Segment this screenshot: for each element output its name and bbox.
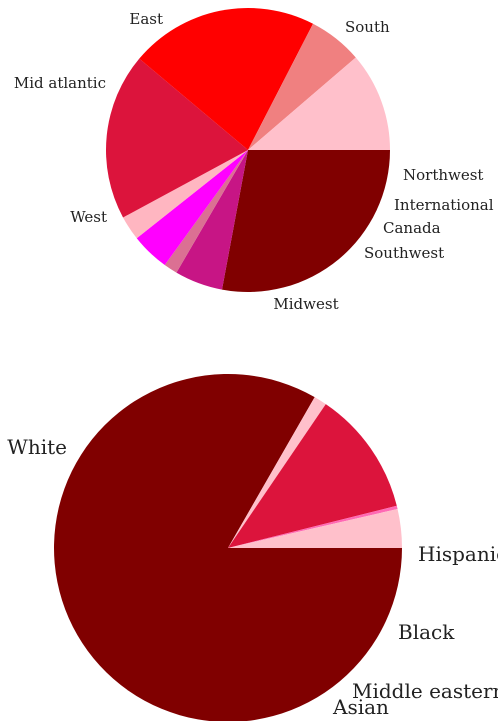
pie-slice-east	[248, 57, 390, 150]
pie-slice-northwest	[176, 150, 248, 290]
slice-label-black: Black	[398, 620, 455, 644]
pie-slice-middle-eastern	[228, 505, 398, 548]
slice-label-midwest: Midwest	[273, 295, 338, 313]
slice-label-west: West	[70, 208, 107, 226]
pie-slice-midwest	[105, 58, 248, 218]
slice-label-hispanic: Hispanic	[418, 542, 498, 566]
slice-label-international: International	[394, 196, 494, 214]
slice-label-south: South	[345, 18, 390, 36]
pie-slice-canada	[136, 150, 248, 266]
pie-slice-white	[54, 374, 402, 721]
slice-label-middle-eastern: Middle eastern	[352, 679, 498, 703]
pie-slice-asian	[228, 508, 402, 548]
pie-slice-southwest	[123, 150, 248, 239]
pie-slice-south	[221, 150, 390, 293]
slice-label-canada: Canada	[383, 219, 441, 237]
region-pie-chart: South Northwest International Canada Southwe…	[14, 8, 494, 313]
pie-slice-mid-atlantic	[248, 23, 356, 150]
slice-label-east: East	[129, 10, 163, 28]
slice-label-white: White	[7, 435, 67, 459]
slice-label-asian: Asian	[332, 695, 389, 719]
pie-slice-hispanic	[228, 397, 326, 548]
pie-slice-black	[228, 404, 397, 548]
slice-label-southwest: Southwest	[364, 244, 444, 262]
pie-slice-international	[164, 150, 248, 273]
slice-label-mid-atlantic: Mid atlantic	[14, 74, 106, 92]
pie-slice-west	[139, 8, 314, 150]
slice-label-northwest: Northwest	[403, 166, 483, 184]
